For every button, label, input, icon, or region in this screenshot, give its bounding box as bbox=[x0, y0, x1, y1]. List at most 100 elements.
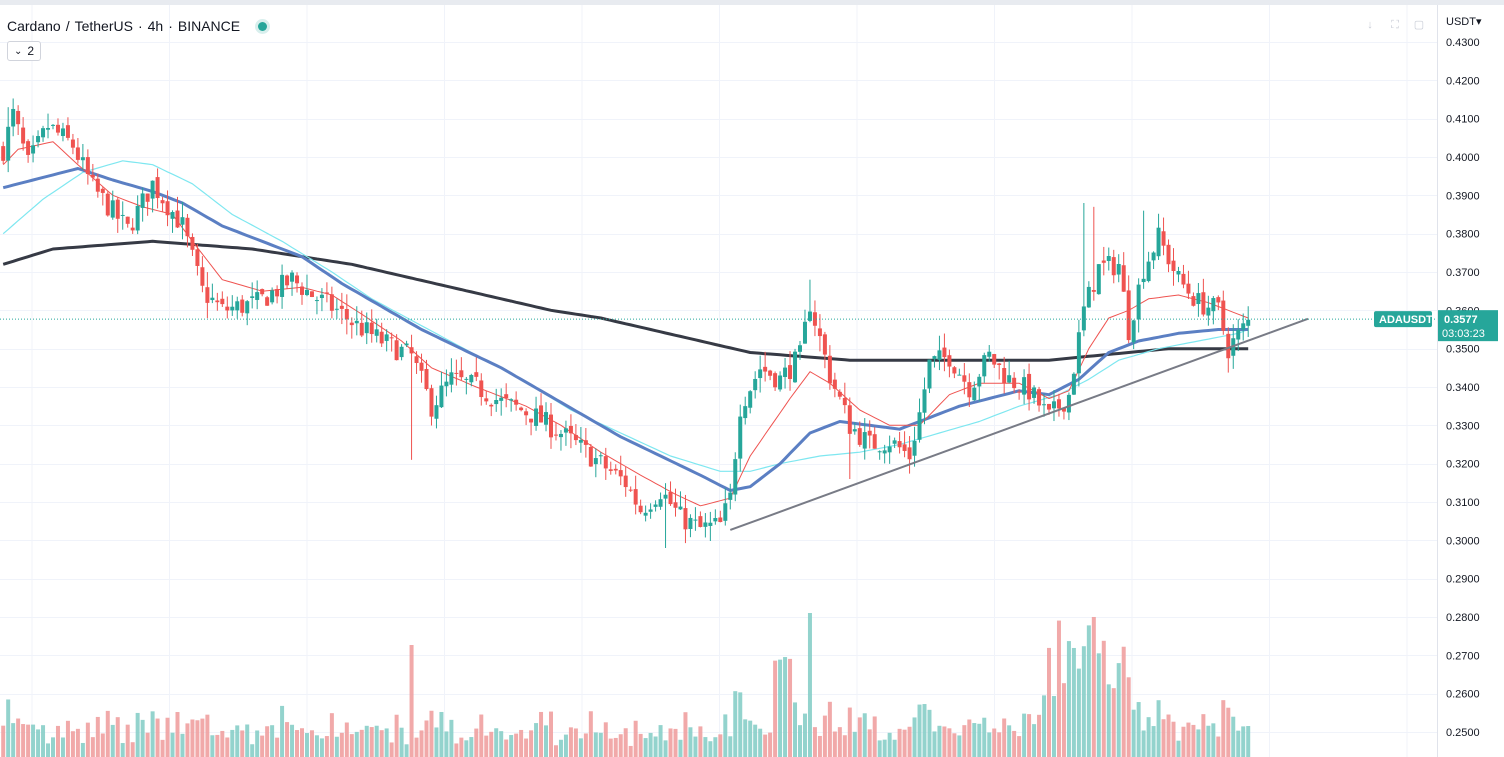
candle bbox=[1236, 319, 1241, 352]
candle-body bbox=[105, 193, 110, 216]
candle bbox=[21, 117, 26, 151]
volume-bar bbox=[469, 737, 474, 757]
candle bbox=[519, 406, 524, 412]
ema-slow-line bbox=[2, 239, 1249, 362]
candle-body bbox=[812, 312, 817, 326]
candle bbox=[1071, 372, 1076, 396]
candle bbox=[399, 344, 404, 361]
candle-body bbox=[648, 509, 653, 512]
volume-bar bbox=[668, 728, 673, 757]
volume-bar bbox=[85, 722, 90, 757]
volume-bar bbox=[583, 733, 588, 757]
candle-body bbox=[588, 446, 593, 467]
candle-body bbox=[1121, 265, 1126, 292]
candle bbox=[1191, 292, 1196, 307]
candle-body bbox=[369, 322, 374, 335]
candle bbox=[1037, 386, 1042, 412]
volume-bar bbox=[1176, 740, 1181, 757]
chart-area[interactable]: 0.4300 0.4200 0.4100 0.4000 0.3900 0.3800 0.37… bbox=[0, 5, 1504, 757]
candle bbox=[469, 373, 474, 387]
price-tick-label: 0.4100 bbox=[1446, 114, 1480, 126]
symbol-name: Cardano bbox=[7, 18, 61, 34]
volume-bar bbox=[897, 728, 902, 757]
candle bbox=[1141, 210, 1146, 289]
volume-bar bbox=[80, 742, 85, 757]
candle-body bbox=[329, 294, 334, 311]
arrow-down-icon[interactable]: ↓ bbox=[1367, 19, 1373, 31]
candle-body bbox=[155, 177, 160, 199]
candle bbox=[130, 218, 135, 234]
candle bbox=[897, 431, 902, 454]
candle bbox=[1007, 360, 1012, 384]
candle bbox=[364, 312, 369, 345]
volume-bar bbox=[484, 735, 489, 757]
candle bbox=[927, 359, 932, 394]
volume-bar bbox=[549, 711, 553, 757]
candle-body bbox=[504, 394, 509, 399]
screenshot-icon[interactable]: ▢ bbox=[1413, 19, 1425, 31]
candle bbox=[36, 130, 41, 148]
candle-body bbox=[464, 378, 469, 380]
volume-bar bbox=[618, 734, 623, 757]
volume-bar bbox=[917, 704, 922, 757]
volume-bar bbox=[334, 736, 339, 757]
candle-body bbox=[1007, 375, 1012, 383]
candle-body bbox=[847, 405, 852, 434]
candle-body bbox=[872, 434, 877, 449]
volume-bar bbox=[663, 740, 668, 757]
volume-bar bbox=[743, 719, 748, 757]
candle bbox=[145, 193, 150, 216]
candle-body bbox=[200, 267, 205, 286]
candle-body bbox=[593, 458, 598, 465]
volume-bar bbox=[967, 719, 972, 757]
volume-bar bbox=[608, 738, 613, 757]
volume-bar bbox=[982, 717, 987, 757]
candle-body bbox=[255, 292, 260, 300]
candle-body bbox=[230, 306, 235, 311]
candle bbox=[1206, 295, 1211, 326]
candle-body bbox=[1156, 227, 1161, 257]
candle-body bbox=[1141, 278, 1146, 283]
volume-bar bbox=[504, 739, 509, 757]
volume-bar bbox=[563, 734, 568, 757]
volume-bar bbox=[125, 724, 130, 757]
candle-body bbox=[339, 305, 344, 309]
candle-body bbox=[494, 400, 499, 405]
candle-body bbox=[1002, 368, 1007, 384]
candle-body bbox=[827, 355, 832, 384]
candle-body bbox=[41, 128, 46, 138]
candle-body bbox=[832, 379, 837, 389]
candle-body bbox=[907, 447, 912, 460]
volume-bar bbox=[678, 739, 683, 757]
candle-body bbox=[70, 139, 75, 148]
candle bbox=[802, 309, 807, 344]
candle-body bbox=[1196, 293, 1201, 305]
currency-label: USDT bbox=[1446, 16, 1476, 28]
price-tick-label: 0.3800 bbox=[1446, 229, 1480, 241]
volume-bar bbox=[1007, 725, 1012, 757]
volume-bar bbox=[324, 736, 329, 757]
candle bbox=[429, 384, 434, 426]
candle-body bbox=[902, 444, 907, 451]
currency-selector[interactable]: USDT▾ bbox=[1446, 15, 1481, 28]
candle-body bbox=[1181, 273, 1186, 285]
candle bbox=[1091, 206, 1096, 301]
candle-body bbox=[469, 375, 474, 383]
indicators-toggle-button[interactable]: ⌄ 2 bbox=[7, 41, 42, 61]
volume-bar bbox=[6, 699, 11, 757]
candle-body bbox=[1086, 286, 1091, 308]
candle bbox=[578, 426, 583, 453]
fullscreen-icon[interactable]: ⛶ bbox=[1391, 19, 1399, 31]
candle bbox=[1156, 213, 1161, 260]
volume-bar bbox=[165, 717, 170, 757]
volume-bar bbox=[534, 723, 539, 757]
volume-bar bbox=[354, 731, 359, 757]
volume-bar bbox=[1131, 709, 1136, 757]
candle-body bbox=[16, 110, 21, 125]
volume-bar bbox=[1151, 726, 1156, 757]
volume-bar bbox=[250, 744, 255, 757]
candle-body bbox=[319, 294, 324, 299]
candlestick-chart[interactable]: 0.4300 0.4200 0.4100 0.4000 0.3900 0.3800 0.37… bbox=[0, 5, 1504, 757]
candle bbox=[105, 191, 110, 217]
market-status-icon[interactable] bbox=[258, 21, 268, 31]
